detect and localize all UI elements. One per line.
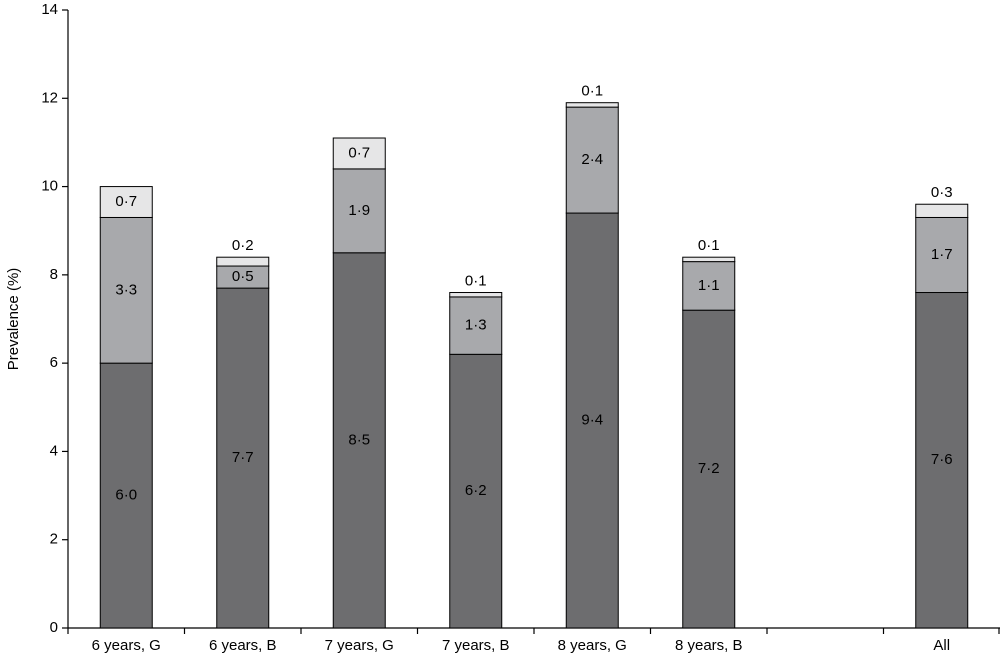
bar-segment xyxy=(332,137,386,170)
y-tick-label: 12 xyxy=(41,89,58,106)
data-label: 7·6 xyxy=(931,451,953,468)
bar-segment xyxy=(915,216,969,294)
data-label: 0·1 xyxy=(698,237,720,254)
x-tick-label: 7 years, G xyxy=(325,637,394,654)
data-label: 0·5 xyxy=(232,268,254,285)
bar-segment xyxy=(216,287,270,629)
bar-segment xyxy=(915,203,969,218)
y-tick-label: 0 xyxy=(50,619,58,636)
data-label: 0·1 xyxy=(581,83,603,100)
data-label: 0·1 xyxy=(465,272,487,289)
data-label: 6·2 xyxy=(465,482,487,499)
x-tick-label: All xyxy=(933,637,950,654)
x-tick-label: 8 years, B xyxy=(675,637,743,654)
bar-segment xyxy=(915,292,969,629)
bar-segment xyxy=(449,296,503,355)
data-label: 6·0 xyxy=(115,487,137,504)
bar-segment xyxy=(99,186,153,218)
bar-segment xyxy=(332,168,386,254)
bar-segment xyxy=(99,216,153,364)
bar-segment xyxy=(216,256,270,267)
bar-segment xyxy=(682,256,736,263)
y-tick-label: 2 xyxy=(50,531,58,548)
data-label: 3·3 xyxy=(115,281,137,298)
bar-segment xyxy=(332,252,386,629)
data-label: 2·4 xyxy=(581,151,603,168)
data-label: 1·3 xyxy=(465,317,487,334)
data-label: 1·7 xyxy=(931,246,953,263)
data-label: 8·5 xyxy=(348,431,370,448)
x-tick-label: 8 years, G xyxy=(558,637,627,654)
data-label: 0·3 xyxy=(931,184,953,201)
data-label: 1·1 xyxy=(698,277,720,294)
x-tick-label: 7 years, B xyxy=(442,637,510,654)
data-label: 9·4 xyxy=(581,411,603,428)
data-label: 7·7 xyxy=(232,449,254,466)
data-label: 0·7 xyxy=(348,144,370,161)
bar-segment xyxy=(682,261,736,311)
data-label: 7·2 xyxy=(698,460,720,477)
data-label: 0·7 xyxy=(115,193,137,210)
bar-segment xyxy=(449,292,503,298)
bar-segment xyxy=(565,106,619,214)
x-tick-label: 6 years, G xyxy=(92,637,161,654)
y-tick-label: 10 xyxy=(41,178,58,195)
x-tick-label: 6 years, B xyxy=(209,637,277,654)
y-tick-label: 6 xyxy=(50,354,58,371)
data-label: 0·2 xyxy=(232,237,254,254)
bar-segment xyxy=(565,212,619,629)
y-axis-label: Prevalence (%) xyxy=(5,268,22,371)
y-tick-label: 4 xyxy=(50,442,58,459)
bar-segment xyxy=(682,309,736,629)
bar-segment xyxy=(565,102,619,108)
y-tick-label: 14 xyxy=(41,1,58,18)
y-tick-label: 8 xyxy=(50,266,58,283)
data-label: 1·9 xyxy=(348,202,370,219)
